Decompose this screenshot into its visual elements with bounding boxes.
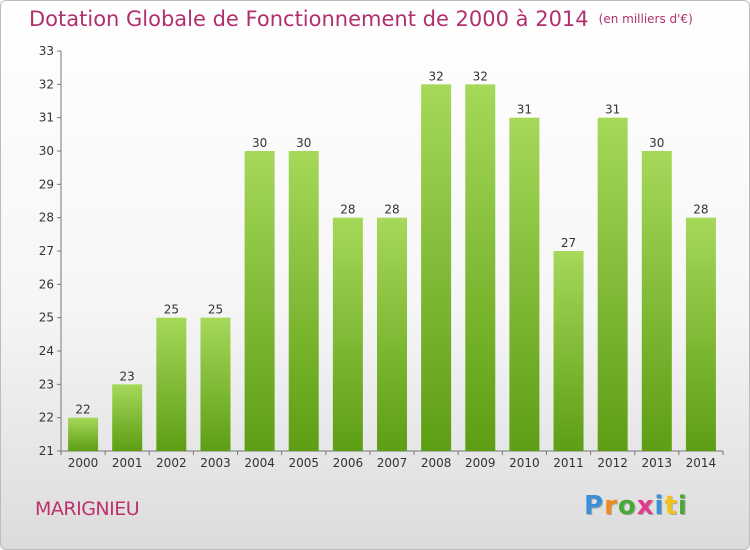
bar-value-label: 28 (340, 203, 355, 217)
y-tick-label: 32 (39, 77, 54, 91)
logo-letter: r (604, 491, 618, 521)
proxiti-logo: Proxiti (584, 491, 688, 521)
x-tick-label: 2007 (377, 456, 408, 470)
bar-value-label: 32 (473, 69, 488, 83)
x-tick-label: 2000 (68, 456, 99, 470)
y-tick-label: 27 (39, 244, 54, 258)
x-tick-label: 2011 (553, 456, 584, 470)
x-tick-label: 2001 (112, 456, 143, 470)
title-unit: (en milliers d'€) (598, 12, 693, 26)
x-tick-label: 2003 (200, 456, 231, 470)
bar (68, 417, 99, 451)
bar (597, 117, 628, 452)
bar-value-label: 28 (693, 203, 708, 217)
y-tick-label: 22 (39, 411, 54, 425)
bar-value-label: 22 (75, 403, 90, 417)
bar (200, 317, 231, 451)
y-tick-label: 24 (39, 344, 54, 358)
y-tick-label: 30 (39, 144, 54, 158)
x-tick-label: 2004 (244, 456, 275, 470)
y-tick-label: 23 (39, 377, 54, 391)
bar-value-label: 23 (120, 369, 135, 383)
title-text: Dotation Globale de Fonctionnement de 20… (29, 7, 589, 31)
bar-value-label: 30 (296, 136, 311, 150)
bar (641, 151, 672, 451)
x-tick-label: 2006 (333, 456, 364, 470)
x-tick-label: 2009 (465, 456, 496, 470)
x-tick-label: 2013 (642, 456, 673, 470)
logo-letter: i (677, 491, 688, 521)
chart-title: Dotation Globale de Fonctionnement de 20… (29, 7, 693, 31)
x-tick-label: 2010 (509, 456, 540, 470)
bar-value-label: 27 (561, 236, 576, 250)
municipality-name: MARIGNIEU (35, 498, 140, 520)
bar-value-label: 31 (605, 103, 620, 117)
bar (244, 151, 275, 451)
bar (156, 317, 187, 451)
y-tick-label: 28 (39, 211, 54, 225)
y-tick-label: 21 (39, 444, 54, 458)
bar-value-label: 32 (428, 69, 443, 83)
logo-letter: P (584, 491, 605, 521)
logo-letter: o (617, 491, 637, 521)
bar-value-label: 31 (517, 103, 532, 117)
bar (332, 217, 363, 451)
bar (377, 217, 407, 451)
bar (112, 384, 143, 451)
bar-value-label: 30 (252, 136, 267, 150)
y-tick-label: 29 (39, 177, 54, 191)
bar (685, 217, 716, 451)
x-tick-label: 2005 (288, 456, 319, 470)
y-tick-label: 31 (39, 111, 54, 125)
x-tick-label: 2014 (686, 456, 717, 470)
logo-letter: i (654, 491, 665, 521)
bar (288, 151, 319, 451)
bar (509, 117, 540, 452)
y-tick-label: 25 (39, 311, 54, 325)
bar-value-label: 28 (384, 203, 399, 217)
bar-value-label: 30 (649, 136, 664, 150)
bar (421, 84, 452, 451)
y-tick-label: 26 (39, 277, 54, 291)
bar-value-label: 25 (208, 303, 223, 317)
bar-value-label: 25 (164, 303, 179, 317)
bar (553, 251, 584, 451)
y-tick-label: 33 (39, 44, 54, 58)
x-tick-label: 2012 (597, 456, 628, 470)
x-tick-label: 2002 (156, 456, 187, 470)
bar (465, 84, 496, 451)
x-tick-label: 2008 (421, 456, 452, 470)
logo-letter: t (664, 491, 678, 521)
logo-letter: x (636, 491, 655, 521)
